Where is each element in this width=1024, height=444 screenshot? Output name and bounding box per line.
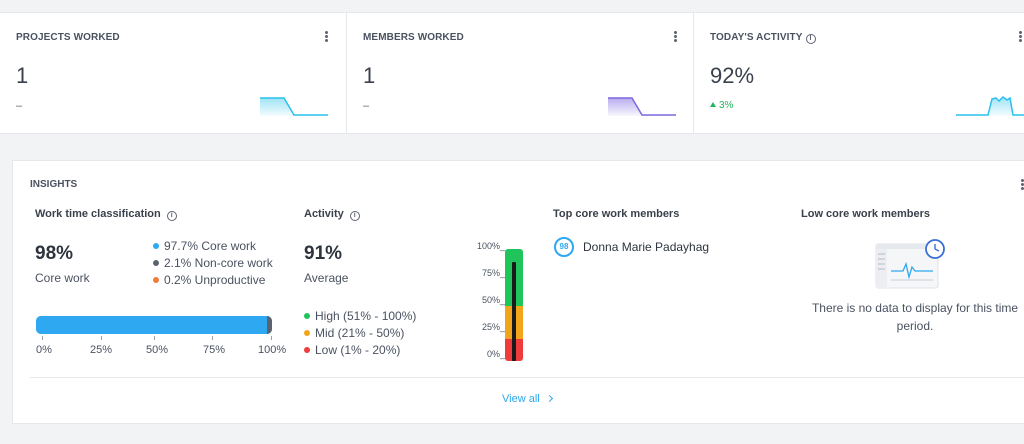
work-time-title-text: Work time classification [35, 208, 161, 220]
activity-label: Average [304, 271, 349, 285]
member-score-badge: 98 [554, 237, 574, 257]
tick-mark [154, 336, 155, 340]
sparkline [956, 96, 1024, 116]
legend-label: Low (1% - 20%) [315, 343, 401, 357]
legend-dot [304, 313, 310, 319]
legend-label: High (51% - 100%) [315, 309, 417, 323]
empty-state-message: There is no data to display for this tim… [811, 301, 1019, 333]
legend-dot [153, 260, 159, 266]
activity-percent: 91% [304, 243, 343, 264]
stat-change: – [16, 100, 23, 112]
activity-legend: High (51% - 100%) Mid (21% - 50%) Low (1… [304, 308, 416, 359]
axis-tick: 100% [258, 344, 287, 356]
trend-up-icon [710, 102, 716, 107]
core-work-label: Core work [35, 271, 90, 285]
projects-worked-card: PROJECTS WORKED 1 – [0, 13, 346, 133]
stat-change-text: 3% [719, 100, 734, 111]
axis-tick: 50%_ [481, 295, 505, 305]
axis-tick: 75% [203, 344, 226, 356]
legend-dot [304, 330, 310, 336]
activity-title: Activity i [304, 208, 360, 221]
tick-mark [42, 336, 43, 340]
work-time-title: Work time classification i [35, 208, 177, 221]
divider [30, 377, 1024, 378]
axis-tick: 25%_ [481, 322, 505, 332]
info-icon[interactable]: i [166, 211, 177, 221]
stat-value: 1 [363, 63, 376, 88]
legend-label: 2.1% Non-core work [164, 256, 273, 270]
axis-tick: 0% [36, 344, 52, 356]
insights-card: INSIGHTS Work time classification i 98% C… [12, 160, 1024, 424]
info-icon[interactable]: i [349, 211, 360, 221]
legend-label: Mid (21% - 50%) [315, 326, 405, 340]
axis-tick: 100%_ [476, 241, 505, 251]
legend-item: Low (1% - 20%) [304, 342, 416, 359]
member-name: Donna Marie Padayhag [583, 240, 710, 254]
more-options-icon[interactable] [1017, 31, 1023, 45]
legend-item: 0.2% Unproductive [153, 272, 273, 289]
empty-state-illustration [875, 239, 945, 289]
axis-tick: 25% [90, 344, 113, 356]
core-work-percent: 98% [35, 243, 74, 264]
axis-tick: 75%_ [481, 268, 505, 278]
work-time-legend: 97.7% Core work 2.1% Non-core work 0.2% … [153, 238, 273, 289]
legend-item: 97.7% Core work [153, 238, 273, 255]
chevron-right-icon [545, 394, 553, 403]
tick-mark [212, 336, 213, 340]
activity-gauge [505, 249, 523, 361]
more-options-icon[interactable] [323, 31, 329, 45]
view-all-link[interactable]: View all [502, 393, 553, 405]
legend-dot [153, 277, 159, 283]
legend-dot [304, 347, 310, 353]
stat-value: 1 [16, 63, 29, 88]
members-worked-card: MEMBERS WORKED 1 – [346, 13, 693, 133]
view-all-label: View all [502, 393, 540, 405]
gauge-needle [512, 262, 516, 361]
top-members-title: Top core work members [553, 208, 680, 220]
tick-mark [101, 336, 102, 340]
legend-label: 97.7% Core work [164, 239, 257, 253]
stat-title: MEMBERS WORKED [363, 32, 464, 43]
stat-title: TODAY'S ACTIVITY i [710, 32, 816, 44]
member-row[interactable]: 98 Donna Marie Padayhag [554, 237, 709, 257]
activity-axis: 100%_ 75%_ 50%_ 25%_ 0%_ [477, 241, 505, 361]
stat-change: – [363, 100, 370, 112]
legend-item: High (51% - 100%) [304, 308, 416, 325]
axis-tick: 50% [146, 344, 169, 356]
todays-activity-card: TODAY'S ACTIVITY i 92% 3% [693, 13, 1024, 133]
stats-row: PROJECTS WORKED 1 – MEMBERS WORKED 1 – T… [0, 12, 1024, 134]
stat-value: 92% [710, 63, 755, 88]
more-options-icon[interactable] [1019, 179, 1024, 193]
work-time-bar [36, 316, 272, 334]
stat-change: 3% [710, 100, 733, 111]
stat-title: PROJECTS WORKED [16, 32, 120, 43]
axis-tick: 0%_ [486, 349, 505, 359]
legend-item: Mid (21% - 50%) [304, 325, 416, 342]
more-options-icon[interactable] [672, 31, 678, 45]
tick-mark [271, 336, 272, 340]
activity-title-text: Activity [304, 208, 344, 220]
sparkline [608, 97, 676, 116]
legend-item: 2.1% Non-core work [153, 255, 273, 272]
legend-label: 0.2% Unproductive [164, 273, 266, 287]
bar-segment [266, 316, 272, 334]
card-title: INSIGHTS [30, 179, 78, 190]
work-time-axis: 0% 25% 50% 75% 100% [31, 344, 287, 358]
bar-segment [36, 316, 267, 334]
sparkline [260, 97, 328, 116]
low-members-title: Low core work members [801, 208, 930, 220]
info-icon[interactable]: i [805, 34, 816, 44]
stat-title-text: TODAY'S ACTIVITY [710, 32, 803, 43]
legend-dot [153, 243, 159, 249]
